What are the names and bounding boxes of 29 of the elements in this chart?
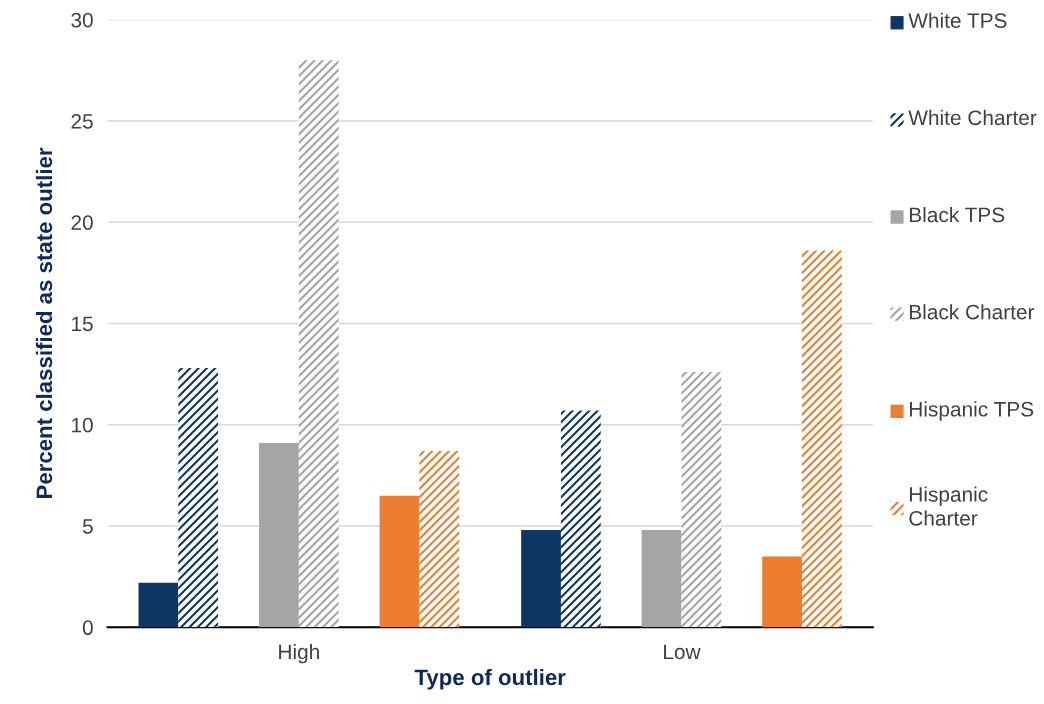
bar bbox=[259, 442, 299, 628]
y-tick-label: 30 bbox=[71, 12, 93, 28]
y-tick-label: 15 bbox=[72, 316, 93, 332]
bar bbox=[802, 250, 842, 628]
bar bbox=[379, 495, 420, 628]
bar bbox=[762, 556, 802, 628]
legend-label: Black TPS bbox=[909, 206, 1005, 223]
legend-label: Black Charter bbox=[909, 304, 1035, 320]
bar bbox=[560, 410, 601, 628]
y-tick-label: 0 bbox=[82, 620, 93, 636]
bar bbox=[178, 368, 219, 628]
legend-label: Hispanic TPS bbox=[909, 401, 1034, 421]
bar bbox=[641, 530, 682, 628]
y-tick-label: 25 bbox=[71, 113, 93, 129]
y-tick-label: 5 bbox=[82, 519, 93, 534]
bar bbox=[298, 60, 339, 628]
y-tick-label: 10 bbox=[72, 417, 93, 433]
y-tick-label: 20 bbox=[71, 215, 93, 230]
bar bbox=[138, 582, 179, 628]
bar bbox=[521, 530, 561, 628]
y-axis-title: Percent classified as state outlier bbox=[35, 147, 53, 498]
x-tick-label: Low bbox=[664, 644, 701, 660]
bar bbox=[419, 451, 460, 628]
x-axis-title: Type of outlier bbox=[414, 668, 566, 690]
legend-label: White Charter bbox=[908, 109, 1037, 126]
x-tick-label: High bbox=[279, 643, 319, 664]
legend-label: White TPS bbox=[908, 12, 1007, 28]
bar bbox=[681, 372, 722, 628]
legend-label: Hispanic Charter bbox=[909, 486, 988, 526]
